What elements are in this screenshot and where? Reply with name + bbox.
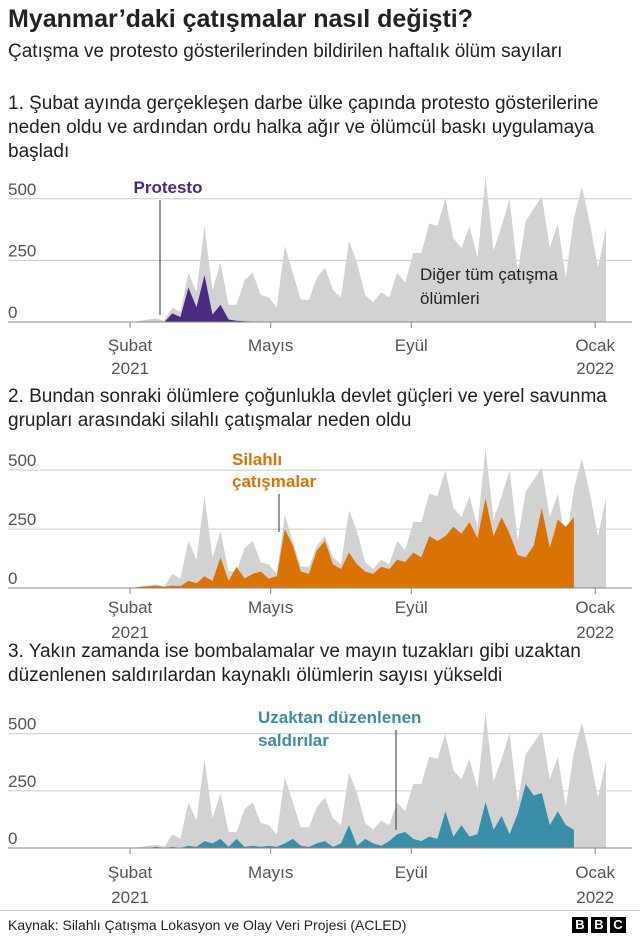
background-area-series	[76, 713, 606, 848]
armed-clashes-annotation-label: Silahlı	[232, 450, 282, 469]
bbc-logo-letter: B	[591, 917, 607, 933]
y-tick-label: 0	[8, 569, 17, 588]
panel-2-chart: 0 250 500 Şubat 2021 Mayıs Eyül Ocak 2022 Silahlı…	[8, 448, 632, 642]
highlight-area-series	[76, 275, 606, 322]
highlight-area-series	[76, 498, 574, 588]
x-tick-label: Şubat	[108, 336, 153, 355]
x-tick-label-year: 2022	[576, 623, 614, 642]
bbc-logo-letter: C	[610, 917, 626, 933]
bbc-logo-letter: B	[572, 917, 588, 933]
protest-annotation-label: Protesto	[134, 178, 203, 197]
source-note: Kaynak: Silahlı Çatışma Lokasyon ve Olay…	[8, 917, 407, 933]
footer-divider	[0, 910, 640, 911]
x-tick-label: Mayıs	[248, 863, 293, 882]
y-tick-label: 500	[8, 180, 36, 199]
x-tick-label: Şubat	[108, 598, 153, 617]
x-tick-label: Eyül	[395, 598, 428, 617]
panel-2-heading: 2. Bundan sonraki ölümlere çoğunlukla de…	[8, 386, 607, 431]
panel-1-chart: 0 250 500 Şubat 2021 Mayıs Eyül Ocak 2022 Protest…	[8, 176, 632, 378]
y-tick-label: 0	[8, 829, 17, 848]
x-tick-label-year: 2022	[576, 359, 614, 378]
x-tick-label: Ocak	[575, 598, 615, 617]
panel-3-chart: 0 250 500 Şubat 2021 Mayıs Eyül Ocak 2022 Uzaktan…	[8, 708, 632, 907]
x-tick-label: Eyül	[395, 336, 428, 355]
x-tick-label-year: 2022	[576, 888, 614, 907]
x-tick-label: Ocak	[575, 336, 615, 355]
chart-subtitle: Çatışma ve protesto gösterilerinden bild…	[8, 41, 563, 62]
y-tick-label: 500	[8, 715, 36, 734]
other-deaths-annotation-label: ölümleri	[420, 289, 480, 308]
highlight-area-series	[76, 784, 574, 848]
panel-1-heading: 1. Şubat ayında gerçekleşen darbe ülke ç…	[8, 93, 599, 162]
remote-attacks-annotation-label: Uzaktan düzenlenen	[258, 708, 421, 727]
x-tick-label: Ocak	[575, 863, 615, 882]
other-deaths-annotation-label: Diğer tüm çatışma	[420, 265, 558, 284]
x-tick-label: Eyül	[395, 863, 428, 882]
bbc-logo: B B C	[572, 917, 626, 933]
background-area-series	[76, 176, 606, 322]
x-tick-label: Şubat	[108, 863, 153, 882]
x-tick-label: Mayıs	[248, 598, 293, 617]
panel-3-heading: 3. Yakın zamanda ise bombalamalar ve may…	[8, 641, 581, 686]
y-tick-label: 500	[8, 451, 36, 470]
y-tick-label: 250	[8, 772, 36, 791]
x-tick-label-year: 2021	[111, 359, 149, 378]
y-tick-label: 250	[8, 241, 36, 260]
x-tick-label-year: 2021	[111, 623, 149, 642]
chart-title: Myanmar’daki çatışmalar nasıl değişti?	[8, 5, 474, 33]
y-tick-label: 0	[8, 303, 17, 322]
armed-clashes-annotation-label: çatışmalar	[232, 472, 316, 491]
remote-attacks-annotation-label: saldırılar	[258, 731, 329, 750]
x-tick-label-year: 2021	[111, 888, 149, 907]
y-tick-label: 250	[8, 510, 36, 529]
x-tick-label: Mayıs	[248, 336, 293, 355]
